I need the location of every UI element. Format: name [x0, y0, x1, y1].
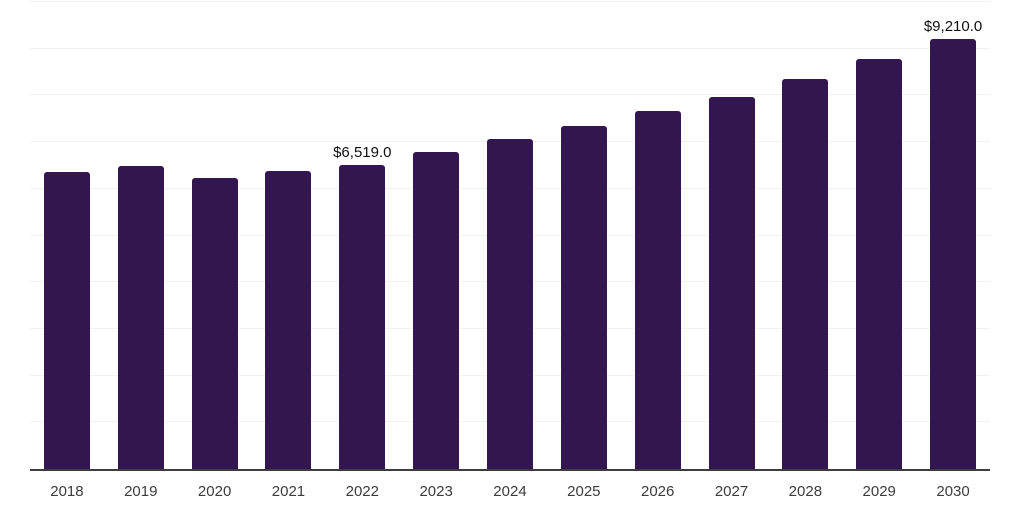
bar-2026 — [634, 111, 681, 469]
bar-value-label-2030: $9,210.0 — [923, 17, 983, 35]
bars-container: $6,519.0 $9,210.0 — [30, 2, 990, 469]
bar-2023 — [413, 151, 460, 469]
x-tick-2020: 2020 — [197, 483, 232, 500]
x-tick-2025: 2025 — [567, 483, 601, 500]
bar-slot-2026 — [621, 2, 695, 469]
bar-slot-2019 — [104, 2, 178, 469]
x-tick-2028: 2028 — [788, 483, 823, 500]
plot-area: $6,519.0 $9,210.0 — [30, 1, 990, 469]
bar-slot-2025 — [547, 2, 621, 469]
bar-2021 — [265, 170, 312, 469]
bar-slot-2020 — [178, 2, 252, 469]
bar-2030 — [930, 38, 977, 469]
gridline-10000 — [30, 1, 990, 2]
x-axis-line — [30, 469, 990, 471]
x-tick-2029: 2029 — [862, 483, 896, 500]
gridline-8000 — [30, 94, 990, 96]
bar-slot-2023 — [399, 2, 473, 469]
bar-value-label-2022: $6,519.0 — [333, 143, 392, 161]
gridline-9000 — [30, 47, 990, 49]
bar-slot-2029 — [842, 2, 916, 469]
bar-2022 — [339, 164, 386, 469]
x-tick-2024: 2024 — [493, 483, 527, 500]
bar-2027 — [708, 96, 755, 469]
bar-2019 — [117, 165, 164, 469]
x-tick-2022: 2022 — [345, 483, 379, 500]
bar-slot-2018 — [30, 2, 104, 469]
bar-2018 — [43, 171, 90, 469]
bar-slot-2030: $9,210.0 — [916, 2, 990, 469]
x-tick-2019: 2019 — [124, 483, 158, 500]
x-tick-2021: 2021 — [271, 483, 306, 500]
bar-2020 — [191, 178, 238, 469]
x-tick-2030: 2030 — [936, 483, 970, 500]
x-tick-2023: 2023 — [419, 483, 453, 500]
x-tick-2027: 2027 — [714, 483, 749, 500]
x-axis-tick-labels: 2018 2019 2020 2021 2022 2023 2024 2025 2026 2027… — [30, 483, 990, 501]
x-tick-2026: 2026 — [640, 483, 675, 500]
bar-slot-2022: $6,519.0 — [325, 2, 399, 469]
bar-slot-2028 — [768, 2, 842, 469]
bar-2029 — [856, 58, 903, 469]
bar-slot-2024 — [473, 2, 547, 469]
x-tick-2018: 2018 — [50, 483, 84, 500]
bar-2025 — [560, 126, 607, 469]
bar-slot-2027 — [695, 2, 769, 469]
bar-2024 — [486, 139, 533, 469]
bar-2028 — [782, 78, 829, 469]
bar-slot-2021 — [252, 2, 326, 469]
